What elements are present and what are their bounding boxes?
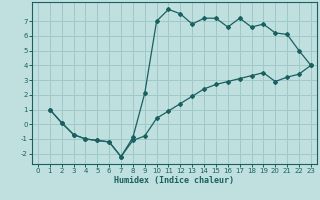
X-axis label: Humidex (Indice chaleur): Humidex (Indice chaleur) (115, 176, 234, 185)
